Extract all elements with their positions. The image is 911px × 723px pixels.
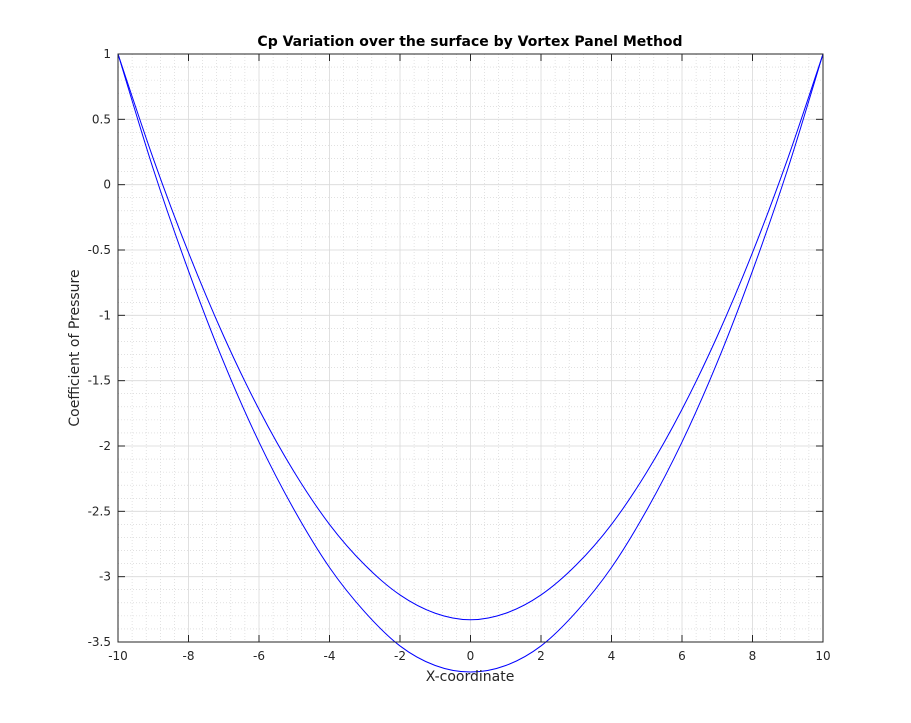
cp-series-line-1 (117, 53, 824, 621)
y-tick-label: -3.5 (88, 635, 111, 649)
y-tick-label: 0 (103, 178, 111, 192)
x-tick-label: -10 (108, 649, 128, 663)
y-axis-ticks: -3.5 -3 -2.5 -2 -1.5 -1 -0.5 0 0.5 1 (88, 47, 823, 649)
x-axis-label: X-coordinate (426, 669, 515, 685)
minor-grid (118, 54, 823, 642)
x-tick-label: 10 (815, 649, 830, 663)
x-tick-label: 2 (537, 649, 545, 663)
y-tick-label: -1 (99, 308, 111, 322)
y-axis-label: Coefficient of Pressure (67, 269, 83, 426)
y-tick-label: -0.5 (88, 243, 111, 257)
series-layer (117, 53, 824, 673)
x-tick-label: -8 (183, 649, 195, 663)
x-tick-label: 4 (608, 649, 616, 663)
y-tick-label: -3 (99, 570, 111, 584)
y-tick-label: 0.5 (92, 112, 111, 126)
y-tick-label: -2.5 (88, 504, 111, 518)
y-tick-label: -1.5 (88, 374, 111, 388)
x-tick-label: -4 (324, 649, 336, 663)
y-tick-label: -2 (99, 439, 111, 453)
x-tick-label: 6 (678, 649, 686, 663)
chart-title: Cp Variation over the surface by Vortex … (257, 34, 682, 50)
x-tick-label: -6 (253, 649, 265, 663)
x-tick-label: 8 (749, 649, 757, 663)
x-axis-ticks: -10 -8 -6 -4 -2 0 2 4 6 8 10 (108, 54, 831, 663)
x-tick-label: -2 (394, 649, 406, 663)
cp-series-line-2 (117, 53, 824, 673)
x-tick-label: 0 (467, 649, 475, 663)
y-tick-label: 1 (103, 47, 111, 61)
